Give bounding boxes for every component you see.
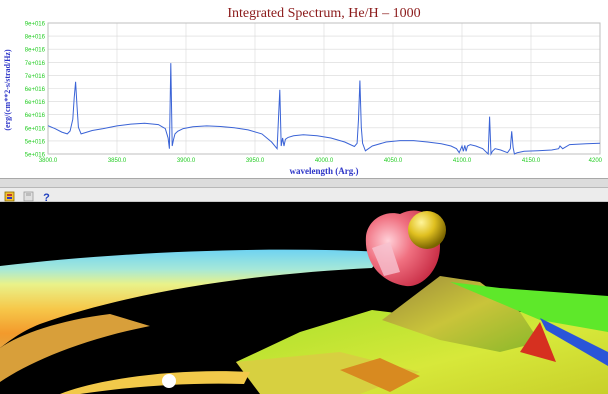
accretion-disk [0, 249, 384, 348]
svg-text:?: ? [43, 192, 50, 202]
3d-scene-svg [0, 210, 608, 394]
disk-inner-band [0, 314, 150, 382]
blue-stripe [540, 318, 608, 366]
x-tick-label: 4100.0 [453, 158, 472, 164]
plot-frame [47, 22, 601, 155]
lower-disk-arc [60, 371, 250, 394]
viewer-toolbar: ? [0, 188, 608, 204]
panel-splitter[interactable] [0, 178, 608, 188]
chart-grid [47, 22, 601, 155]
ground-orange-patch [340, 358, 420, 392]
y-tick-labels: 9e+016 8e+016 8e+016 7e+016 7e+016 6e+016 6e+0… [25, 22, 46, 159]
save-icon[interactable] [23, 189, 34, 202]
y-tick-label: 6e+016 [25, 113, 46, 119]
series-line [47, 63, 601, 156]
y-tick-label: 5e+016 [25, 139, 46, 145]
x-tick-label: 4150.0 [522, 158, 541, 164]
settings-icon[interactable] [4, 189, 15, 202]
green-plateau [450, 282, 608, 332]
spectrum-chart-svg: 9e+016 8e+016 8e+016 7e+016 7e+016 6e+016 6e+0… [3, 6, 603, 176]
red-spike [520, 322, 556, 362]
x-tick-labels: 3800.0 3850.0 3900.0 3950.0 4000.0 4050.0 4100… [39, 158, 603, 164]
white-marker [162, 374, 176, 388]
x-tick-label: 3950.0 [246, 158, 265, 164]
x-tick-label: 3850.0 [108, 158, 127, 164]
spectrum-chart: 9e+016 8e+016 8e+016 7e+016 7e+016 6e+016 6e+0… [0, 0, 608, 178]
y-tick-label: 8e+016 [25, 48, 46, 54]
y-axis-label: (erg/(cm**2-s/strad/Hz) [3, 49, 12, 131]
y-tick-label: 9e+016 [25, 22, 46, 28]
x-axis-label: wavelength (Arg.) [290, 166, 359, 176]
chart-title: Integrated Spectrum, He/H – 1000 [227, 6, 420, 21]
x-tick-label: 4050.0 [384, 158, 403, 164]
y-tick-label: 6e+016 [25, 100, 46, 106]
y-tick-label: 6e+016 [25, 87, 46, 93]
help-icon[interactable]: ? [41, 189, 52, 204]
y-tick-label: 6e+016 [25, 126, 46, 132]
x-tick-label: 4000.0 [315, 158, 334, 164]
x-tick-label: 3900.0 [177, 158, 196, 164]
y-tick-label: 8e+016 [25, 35, 46, 41]
ridge-surface [382, 276, 540, 352]
yellow-sphere [408, 211, 446, 249]
y-tick-label: 7e+016 [25, 61, 46, 67]
3d-scene-viewport[interactable] [0, 202, 608, 394]
y-tick-label: 5e+016 [25, 153, 46, 159]
lobe-highlight [372, 242, 400, 276]
x-tick-label: 4200 [589, 158, 603, 164]
x-tick-label: 3800.0 [39, 158, 58, 164]
y-tick-label: 7e+016 [25, 74, 46, 80]
